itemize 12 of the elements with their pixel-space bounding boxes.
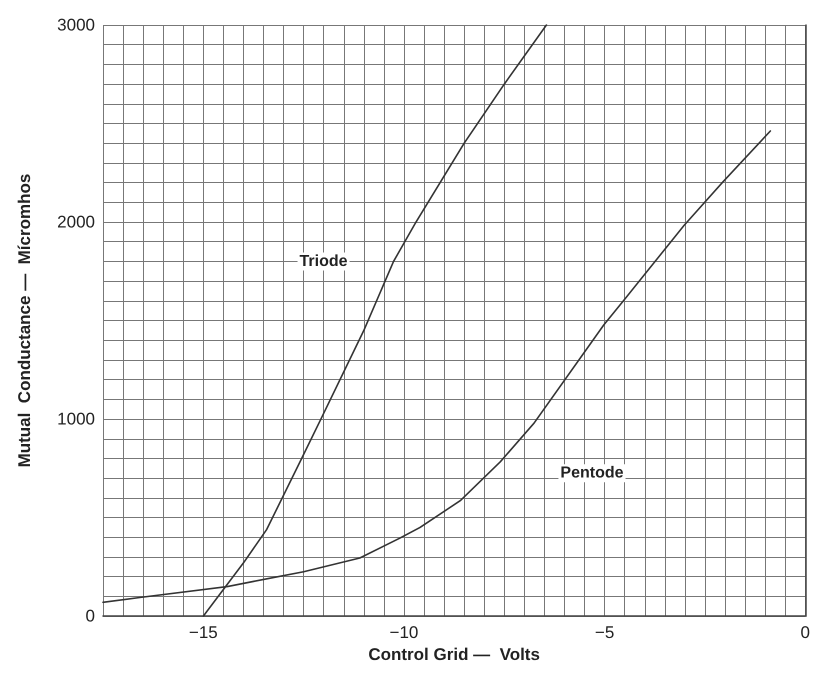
y-axis-title: Mutual Conductance — Mícromhos <box>15 174 34 468</box>
y-tick-label: 1000 <box>57 410 95 429</box>
x-tick-label: −15 <box>188 623 218 642</box>
y-tick-label: 2000 <box>57 212 95 232</box>
x-tick-label: −10 <box>390 623 418 642</box>
x-axis-title: Control Grid — Volts <box>368 645 540 664</box>
y-tick-label: 3000 <box>57 16 95 34</box>
text: Pentode <box>560 464 624 482</box>
x-tick-label: 0 <box>800 623 810 642</box>
text: Triode <box>300 252 348 270</box>
y-tick-label: 0 <box>86 606 95 626</box>
x-tick-label: −5 <box>594 623 614 642</box>
